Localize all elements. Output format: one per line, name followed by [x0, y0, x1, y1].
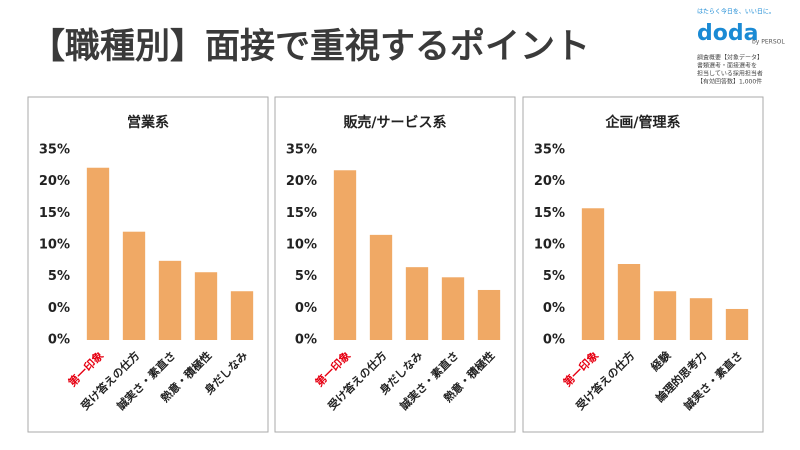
y-tick-label: 0% — [295, 333, 317, 348]
y-tick-label: 0% — [543, 333, 565, 348]
logo-by: by PERSOL — [752, 39, 785, 46]
y-tick-label: 0% — [295, 301, 317, 316]
bar — [230, 291, 254, 340]
bar — [158, 260, 182, 340]
y-tick-label: 0% — [48, 301, 70, 316]
panel — [522, 96, 764, 433]
y-tick-label: 35% — [534, 143, 565, 158]
y-tick-label: 20% — [286, 174, 317, 189]
y-tick-label: 10% — [39, 238, 70, 253]
survey-note-line: 担当している採用担当者 — [697, 70, 763, 78]
y-tick-label: 35% — [286, 143, 317, 158]
y-tick-label: 15% — [39, 206, 70, 221]
logo: doda — [697, 21, 758, 46]
chart-title: 企画/管理系 — [604, 114, 680, 131]
survey-note-line: 書類選考・面接選考を — [697, 62, 757, 70]
y-tick-label: 20% — [39, 174, 70, 189]
y-tick-label: 35% — [39, 143, 70, 158]
y-tick-label: 10% — [534, 238, 565, 253]
panel — [274, 96, 516, 433]
chart-title: 販売/サービス系 — [343, 114, 446, 131]
bar — [617, 264, 641, 340]
y-tick-label: 10% — [286, 238, 317, 253]
survey-note-line: 【有効回答数】1,000件 — [697, 78, 762, 86]
bar — [477, 289, 501, 340]
y-tick-label: 15% — [534, 206, 565, 221]
panel — [27, 96, 269, 433]
bar — [333, 170, 357, 340]
bar — [369, 234, 393, 340]
chart-title: 営業系 — [127, 114, 169, 131]
bar — [405, 267, 429, 340]
bar — [689, 298, 713, 340]
y-tick-label: 0% — [48, 333, 70, 348]
bar — [122, 231, 146, 340]
bar — [441, 277, 465, 340]
y-tick-label: 5% — [295, 269, 317, 284]
page-title: 【職種別】面接で重視するポイント — [30, 26, 590, 67]
bar — [194, 272, 218, 340]
survey-note-line: 調査概要【対象データ】 — [697, 54, 763, 62]
logo-tagline: はたらく今日を、いい日に。 — [697, 8, 775, 16]
bar — [653, 291, 677, 340]
y-tick-label: 5% — [543, 269, 565, 284]
bar — [581, 208, 605, 340]
y-tick-label: 5% — [48, 269, 70, 284]
bar — [725, 308, 749, 340]
y-tick-label: 15% — [286, 206, 317, 221]
y-tick-label: 20% — [534, 174, 565, 189]
y-tick-label: 0% — [543, 301, 565, 316]
bar — [86, 167, 110, 340]
